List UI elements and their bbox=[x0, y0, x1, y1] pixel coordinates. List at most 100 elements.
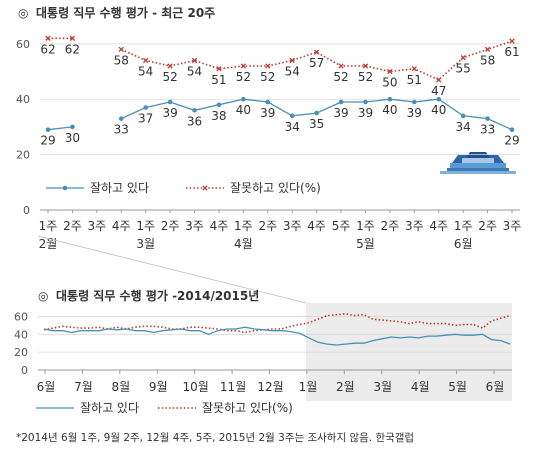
top-disapprove-marker-4 bbox=[143, 57, 149, 64]
top-legend-disapprove-marker bbox=[202, 185, 208, 191]
top-approve-marker-5 bbox=[167, 99, 173, 105]
top-approve-marker-0 bbox=[45, 127, 51, 132]
top-approve-label-6: 36 bbox=[187, 114, 202, 128]
top-xtick-month-0: 2월 bbox=[39, 237, 58, 251]
top-approve-label-12: 39 bbox=[333, 106, 348, 120]
top-disapprove-label-16: 47 bbox=[431, 84, 446, 98]
top-xtick-week-2: 3주 bbox=[87, 219, 106, 233]
top-approve-marker-15 bbox=[412, 99, 417, 105]
bottom-legend-disapprove-label: 잘못하고 있다(%) bbox=[202, 401, 293, 415]
top-disapprove-marker-0 bbox=[45, 35, 51, 41]
bottom-approve-line-0 bbox=[43, 326, 511, 346]
top-disapprove-marker-7 bbox=[216, 66, 222, 72]
top-xtick-week-14: 2주 bbox=[381, 219, 400, 233]
bottom-xtick-2: 8월 bbox=[111, 380, 130, 394]
top-disapprove-label-8: 52 bbox=[236, 70, 251, 84]
top-disapprove-label-4: 54 bbox=[138, 64, 153, 78]
top-approve-marker-7 bbox=[216, 102, 222, 108]
top-xtick-week-17: 1주 bbox=[454, 219, 473, 233]
top-approve-marker-4 bbox=[143, 105, 148, 110]
top-approve-label-16: 40 bbox=[431, 103, 446, 117]
top-approve-label-19: 29 bbox=[504, 134, 519, 148]
top-approve-line-0 bbox=[47, 126, 73, 131]
top-disapprove-label-18: 58 bbox=[480, 53, 495, 67]
top-disapprove-marker-18 bbox=[484, 46, 491, 53]
top-disapprove-marker-10 bbox=[289, 57, 295, 64]
top-xtick-week-7: 4주 bbox=[210, 219, 229, 233]
bottom-xtick-3: 9월 bbox=[149, 380, 168, 394]
top-disapprove-label-10: 54 bbox=[285, 64, 300, 78]
bottom-legend: 잘하고 있다 잘못하고 있다(%) bbox=[36, 401, 293, 415]
bottom-xtick-5: 11월 bbox=[220, 380, 246, 394]
top-disapprove-label-14: 50 bbox=[382, 76, 397, 90]
top-approve-label-4: 37 bbox=[138, 112, 153, 126]
top-xtick-month-2: 4월 bbox=[234, 237, 253, 251]
top-approve-marker-11 bbox=[314, 110, 319, 116]
top-disapprove-label-3: 58 bbox=[114, 53, 129, 67]
top-legend-disapprove-label: 잘못하고 있다(%) bbox=[230, 181, 321, 195]
top-approve-label-10: 34 bbox=[285, 120, 300, 134]
bottom-xtick-9: 3월 bbox=[373, 380, 392, 394]
top-approve-label-18: 33 bbox=[480, 123, 495, 137]
top-disapprove-label-7: 51 bbox=[211, 73, 226, 87]
bottom-ytick-0: 0 bbox=[21, 364, 28, 377]
top-approve-marker-8 bbox=[241, 96, 246, 102]
top-approve-marker-1 bbox=[70, 124, 75, 130]
top-xtick-week-13: 1주 bbox=[356, 219, 375, 233]
bottom-xtick-4: 10월 bbox=[183, 380, 209, 394]
bottom-xtick-12: 6월 bbox=[486, 380, 505, 394]
top-approve-label-1: 30 bbox=[65, 131, 80, 145]
connector-line bbox=[37, 235, 307, 304]
top-approve-label-11: 35 bbox=[309, 117, 324, 131]
top-disapprove-label-1: 62 bbox=[65, 42, 80, 56]
top-disapprove-marker-17 bbox=[460, 55, 466, 61]
bottom-xtick-10: 4월 bbox=[411, 380, 430, 394]
top-disapprove-label-5: 52 bbox=[162, 70, 177, 84]
top-disapprove-label-9: 52 bbox=[260, 70, 275, 84]
top-disapprove-marker-6 bbox=[191, 57, 198, 64]
top-xtick-week-15: 3주 bbox=[405, 219, 424, 233]
top-disapprove-marker-1 bbox=[69, 35, 76, 41]
top-approve-marker-13 bbox=[363, 99, 368, 105]
top-xtick-week-10: 3주 bbox=[283, 219, 302, 233]
top-xtick-week-1: 2주 bbox=[63, 219, 82, 233]
bottom-ytick-2: 40 bbox=[14, 328, 28, 341]
footnote: *2014년 6월 1주, 9월 2주, 12월 4주, 5주, 2015년 2… bbox=[16, 431, 414, 444]
top-approve-marker-16 bbox=[436, 96, 442, 102]
top-xtick-week-6: 3주 bbox=[185, 219, 204, 233]
bottom-ytick-1: 20 bbox=[14, 346, 28, 359]
top-approve-marker-3 bbox=[118, 116, 124, 121]
top-disapprove-marker-13 bbox=[362, 63, 369, 69]
top-approve-marker-19 bbox=[509, 127, 515, 132]
blue-house-icon bbox=[440, 152, 516, 174]
top-approve-label-17: 34 bbox=[456, 120, 471, 134]
top-approve-label-8: 40 bbox=[236, 103, 251, 117]
top-disapprove-marker-12 bbox=[338, 63, 344, 69]
top-ytick-0: 0 bbox=[23, 204, 30, 217]
top-disapprove-marker-19 bbox=[509, 38, 515, 44]
top-approve-marker-9 bbox=[265, 99, 271, 105]
top-disapprove-label-15: 51 bbox=[407, 73, 422, 87]
top-xtick-week-5: 2주 bbox=[161, 219, 180, 233]
top-plot-area: 0 20 40 60 1주 2주 3주 4주 1주 2주 3주 4주 1주 2주 3주 4주 5주 1주 2주 3주 4… bbox=[16, 35, 521, 251]
top-ytick-3: 60 bbox=[16, 38, 30, 51]
top-approve-marker-18 bbox=[485, 116, 490, 121]
top-approve-label-3: 33 bbox=[114, 123, 129, 137]
bottom-xtick-7: 1월 bbox=[299, 380, 318, 394]
top-approve-marker-6 bbox=[192, 108, 197, 113]
top-approve-label-9: 39 bbox=[260, 106, 275, 120]
top-legend: 잘하고 있다 잘못하고 있다(%) bbox=[46, 181, 321, 195]
top-approve-label-0: 29 bbox=[40, 134, 55, 148]
top-approve-marker-12 bbox=[338, 99, 344, 105]
top-disapprove-marker-8 bbox=[240, 63, 247, 69]
top-disapprove-label-17: 55 bbox=[456, 62, 471, 76]
bottom-xtick-6: 12월 bbox=[257, 380, 283, 394]
top-ytick-1: 20 bbox=[16, 149, 30, 162]
top-disapprove-label-12: 52 bbox=[333, 70, 348, 84]
top-disapprove-marker-14 bbox=[387, 68, 393, 75]
top-disapprove-marker-3 bbox=[118, 46, 124, 53]
bottom-chart-title: 대통령 직무 수행 평가 -2014/2015년 bbox=[56, 288, 259, 303]
top-disapprove-label-11: 57 bbox=[309, 56, 324, 70]
top-xtick-week-0: 1주 bbox=[39, 219, 58, 233]
